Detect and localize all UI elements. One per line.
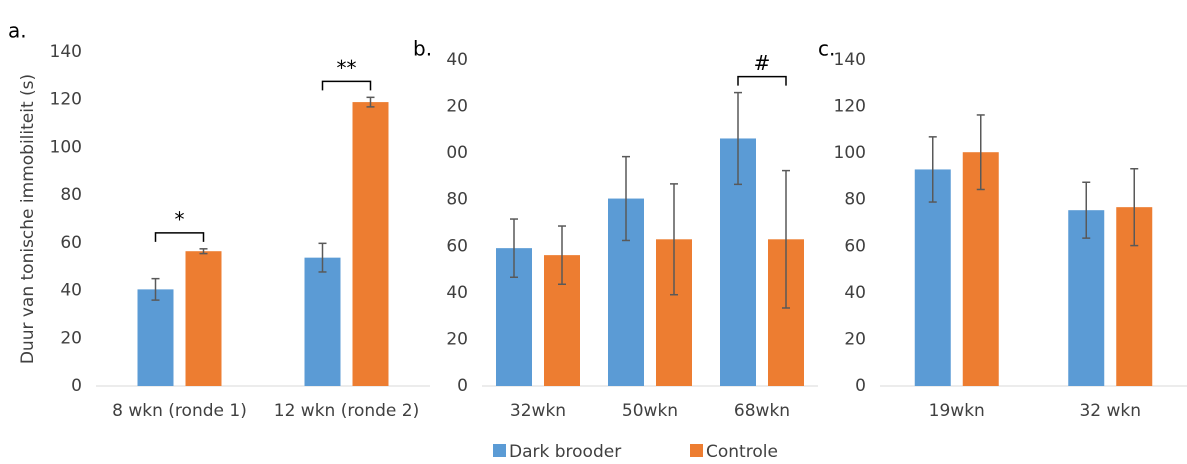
error-bar	[151, 277, 160, 301]
y-tick-label: 20	[446, 97, 468, 117]
error-bar	[1082, 181, 1091, 239]
error-bar	[558, 225, 566, 285]
x-tick-label: 12 wkn (ronde 2)	[274, 401, 420, 421]
error-bar	[976, 114, 985, 191]
y-tick-label: 80	[60, 185, 82, 205]
y-tick-label: 140	[834, 50, 866, 70]
y-tick-label: 0	[71, 376, 82, 396]
x-tick-label: 19wkn	[929, 401, 985, 421]
significance-label: **	[337, 56, 357, 80]
y-tick-label: 80	[844, 190, 866, 210]
x-tick-label: 32 wkn	[1079, 401, 1141, 421]
y-axis-title: Duur van tonische immobiliteit (s)	[18, 74, 38, 364]
significance-bracket	[737, 75, 787, 86]
y-tick-label: 0	[855, 376, 866, 396]
y-tick-label: 60	[446, 236, 468, 256]
bar	[185, 251, 222, 386]
significance-bracket	[154, 232, 205, 242]
error-bar	[366, 96, 375, 108]
significance-bracket	[321, 80, 372, 91]
legend-label: Dark brooder	[509, 442, 621, 462]
error-bar	[510, 218, 518, 279]
panel-label: a.	[8, 19, 27, 43]
bar	[914, 169, 951, 386]
legend-swatch	[690, 444, 703, 457]
x-tick-label: 32wkn	[510, 401, 566, 421]
significance-label: #	[754, 51, 771, 75]
bar	[352, 102, 389, 386]
x-tick-label: 50wkn	[622, 401, 678, 421]
y-tick-label: 40	[844, 283, 866, 303]
error-bar	[199, 248, 208, 255]
y-tick-label: 120	[50, 90, 82, 110]
y-tick-label: 100	[50, 137, 82, 157]
error-bar	[928, 136, 937, 203]
error-bar	[670, 183, 678, 296]
error-bar	[782, 169, 790, 309]
significance-label: *	[175, 207, 185, 231]
y-tick-label: 20	[844, 329, 866, 349]
y-tick-label: 100	[834, 143, 866, 163]
error-bar	[318, 242, 327, 273]
y-tick-label: 40	[446, 283, 468, 303]
x-tick-label: 8 wkn (ronde 1)	[112, 401, 247, 421]
error-bar	[622, 155, 630, 242]
bar	[304, 257, 341, 386]
y-tick-label: 00	[446, 143, 468, 163]
error-bar	[1130, 167, 1139, 247]
y-tick-label: 60	[60, 233, 82, 253]
panel-label: b.	[413, 37, 432, 61]
y-tick-label: 140	[50, 42, 82, 62]
x-tick-label: 68wkn	[734, 401, 790, 421]
y-tick-label: 40	[446, 50, 468, 70]
y-tick-label: 20	[446, 329, 468, 349]
y-tick-label: 120	[834, 97, 866, 117]
y-tick-label: 40	[60, 281, 82, 301]
legend-swatch	[493, 444, 506, 457]
y-tick-label: 0	[457, 376, 468, 396]
bar	[137, 289, 174, 386]
y-tick-label: 80	[446, 190, 468, 210]
legend-label: Controle	[706, 442, 778, 462]
y-tick-label: 20	[60, 328, 82, 348]
bar	[1068, 210, 1105, 386]
panel-label: c.	[818, 37, 835, 61]
error-bar	[734, 91, 742, 186]
bar	[962, 152, 999, 386]
y-tick-label: 60	[844, 236, 866, 256]
